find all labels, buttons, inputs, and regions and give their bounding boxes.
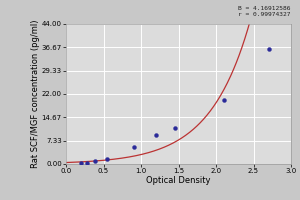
Point [131,145,136,148]
Point [221,99,226,102]
Point [92,159,97,162]
Point [85,161,89,164]
Point [105,157,110,161]
Point [172,127,177,130]
X-axis label: Optical Density: Optical Density [146,176,211,185]
Point [266,48,271,51]
Text: B = 4.16912586
r = 0.99974327: B = 4.16912586 r = 0.99974327 [238,6,291,17]
Y-axis label: Rat SCF/MGF concentration (pg/ml): Rat SCF/MGF concentration (pg/ml) [31,20,40,168]
Point [154,133,158,136]
Point [79,162,83,165]
